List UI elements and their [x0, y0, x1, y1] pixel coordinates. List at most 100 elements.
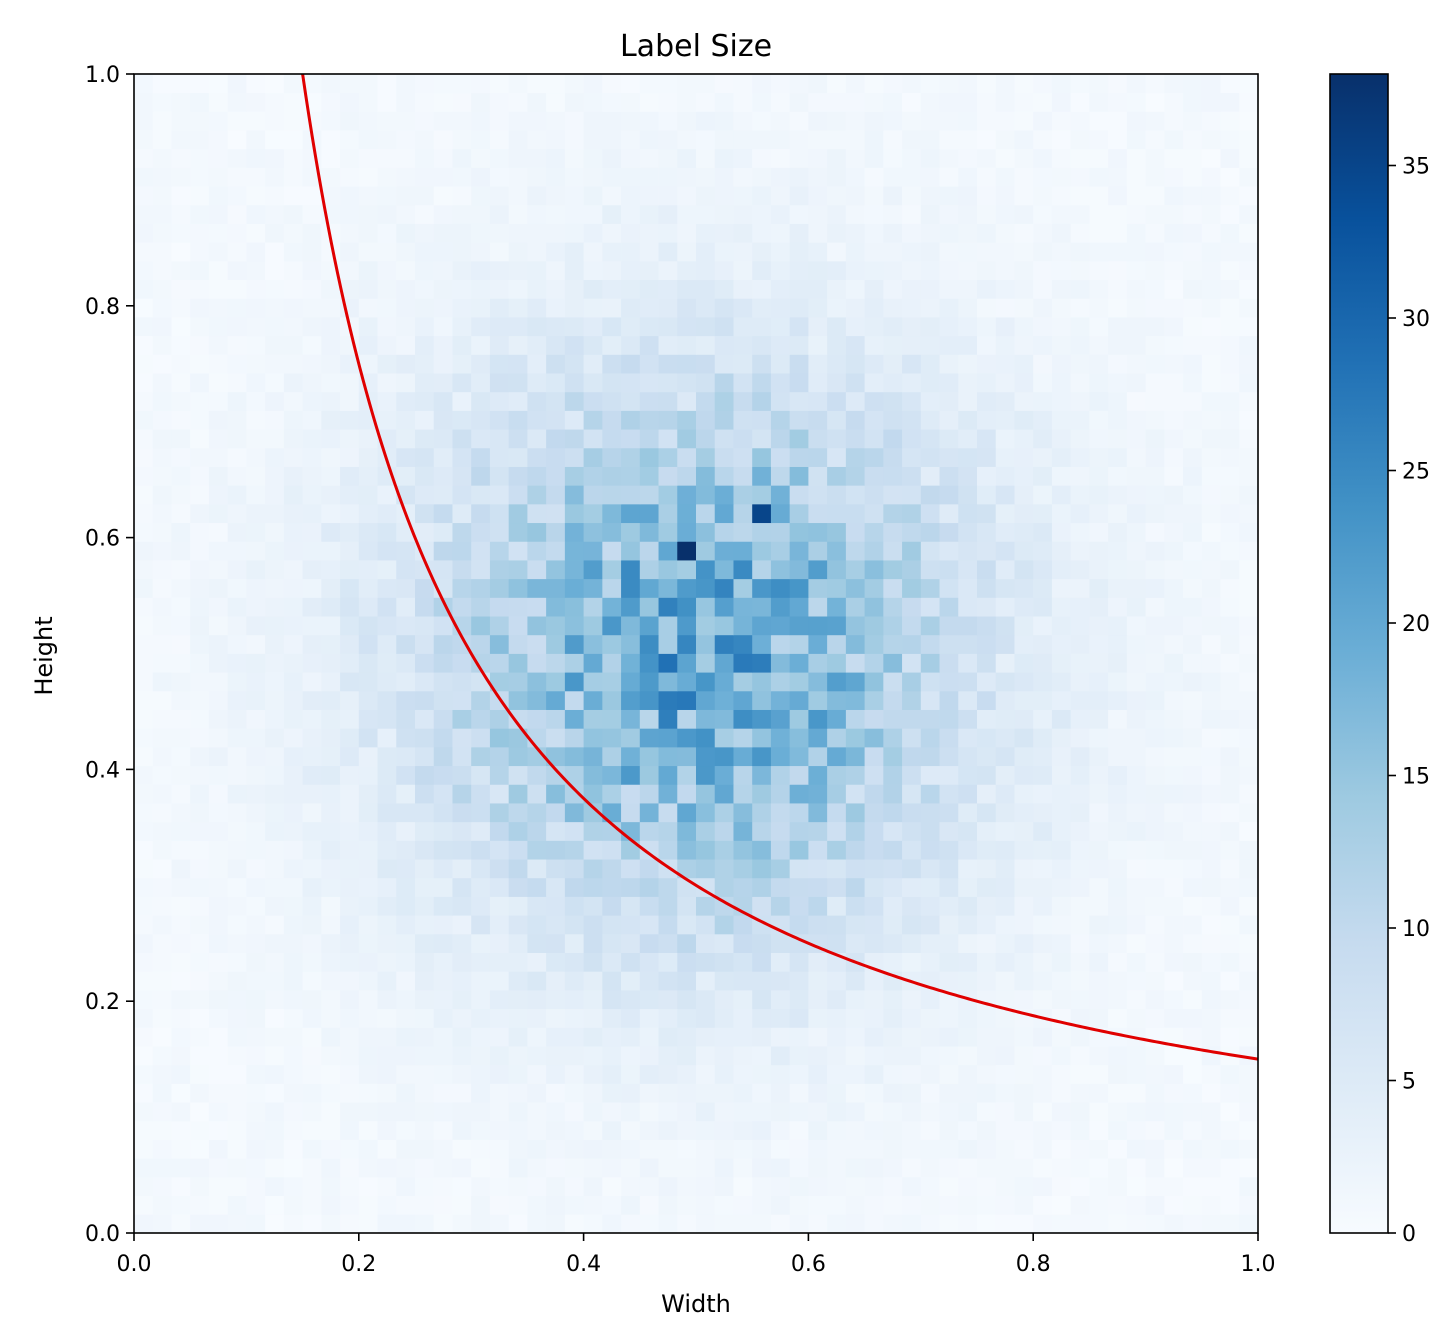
heatmap-cell [752, 746, 772, 767]
heatmap-cell [377, 1214, 397, 1234]
heatmap-cell [958, 503, 978, 524]
heatmap-cell [583, 1139, 603, 1159]
heatmap-cell [190, 1102, 210, 1122]
heatmap-cell [995, 672, 1015, 692]
heatmap-cell [377, 410, 397, 430]
heatmap-cell [808, 223, 828, 243]
heatmap-cell [396, 971, 416, 991]
heatmap-cell [358, 204, 378, 224]
heatmap-cell [1070, 653, 1090, 673]
heatmap-cell [864, 765, 884, 785]
heatmap-cell [1183, 167, 1203, 187]
heatmap-cell [658, 653, 678, 673]
heatmap-cell [583, 373, 603, 393]
heatmap-cell [995, 709, 1015, 729]
heatmap-cell [302, 746, 322, 767]
heatmap-cell [152, 373, 172, 393]
heatmap-cell [602, 597, 622, 617]
heatmap-cell [939, 840, 959, 860]
heatmap-cell [939, 765, 959, 785]
heatmap-cell [939, 1176, 959, 1197]
heatmap-cell [265, 1046, 285, 1066]
heatmap-cell [489, 933, 510, 953]
heatmap-cell [415, 130, 435, 150]
heatmap-cell [508, 92, 528, 112]
heatmap-cell [302, 260, 322, 281]
heatmap-cell [808, 317, 828, 337]
heatmap-cell [770, 186, 791, 206]
y-axis-ticks: 0.00.20.40.60.81.0 [85, 63, 134, 1247]
heatmap-cell [302, 298, 322, 318]
heatmap-cell [789, 167, 809, 187]
heatmap-cell [1201, 765, 1221, 785]
heatmap-cell [1070, 634, 1090, 654]
heatmap-cell [902, 821, 922, 841]
heatmap-cell [827, 1176, 847, 1197]
heatmap-cell [995, 746, 1015, 767]
heatmap-cell [508, 466, 528, 486]
heatmap-cell [658, 148, 678, 168]
heatmap-cell [677, 410, 697, 430]
heatmap-cell [995, 429, 1015, 449]
heatmap-cell [770, 877, 791, 897]
heatmap-cell [770, 204, 791, 224]
heatmap-cell [1033, 485, 1053, 505]
heatmap-cell [508, 672, 528, 692]
heatmap-cell [1183, 803, 1203, 823]
heatmap-cell [845, 466, 865, 486]
heatmap-cell [1126, 485, 1146, 505]
heatmap-cell [1089, 354, 1109, 374]
heatmap-cell [714, 728, 734, 748]
heatmap-cell [733, 410, 753, 430]
heatmap-cell [1220, 1083, 1240, 1103]
heatmap-cell [733, 728, 753, 748]
heatmap-cell [1014, 690, 1034, 710]
heatmap-cell [302, 578, 322, 598]
heatmap-cell [358, 803, 378, 823]
heatmap-cell [864, 1027, 884, 1047]
heatmap-cell [958, 709, 978, 729]
heatmap-cell [1201, 148, 1221, 168]
heatmap-cell [789, 653, 809, 673]
heatmap-cell [677, 653, 697, 673]
heatmap-cell [1145, 1120, 1165, 1140]
heatmap-cell [340, 391, 360, 411]
heatmap-cell [283, 1214, 303, 1234]
heatmap-cell [227, 447, 247, 467]
heatmap-cell [883, 92, 903, 112]
heatmap-cell [564, 672, 584, 692]
heatmap-cell [377, 1102, 397, 1122]
heatmap-cell [527, 503, 547, 524]
heatmap-cell [977, 242, 997, 262]
heatmap-cell [827, 840, 847, 860]
heatmap-cell [1145, 148, 1165, 168]
heatmap-cell [789, 989, 809, 1010]
colorbar-tick-label: 30 [1402, 307, 1430, 332]
heatmap-cell [321, 1046, 341, 1066]
heatmap-cell [527, 859, 547, 879]
heatmap-cell [489, 896, 510, 916]
heatmap-cell [733, 1214, 753, 1234]
heatmap-cell [246, 578, 266, 598]
y-tick-label: 0.4 [85, 758, 120, 783]
heatmap-cell [808, 391, 828, 411]
heatmap-cell [489, 503, 510, 524]
heatmap-cell [902, 616, 922, 636]
heatmap-cell [1145, 1214, 1165, 1234]
heatmap-cell [1070, 1120, 1090, 1140]
y-tick-label: 1.0 [85, 63, 120, 88]
heatmap-cell [789, 223, 809, 243]
heatmap-cell [190, 1176, 210, 1197]
heatmap-cell [1164, 1158, 1184, 1178]
heatmap-cell [377, 74, 397, 94]
heatmap-cell [283, 503, 303, 524]
heatmap-cell [827, 578, 847, 598]
heatmap-cell [1126, 260, 1146, 281]
heatmap-cell [1201, 859, 1221, 879]
heatmap-cell [1108, 1195, 1128, 1215]
heatmap-cell [845, 298, 865, 318]
heatmap-cell [171, 952, 191, 972]
heatmap-cell [340, 803, 360, 823]
heatmap-cell [714, 111, 734, 131]
heatmap-cell [134, 653, 154, 673]
